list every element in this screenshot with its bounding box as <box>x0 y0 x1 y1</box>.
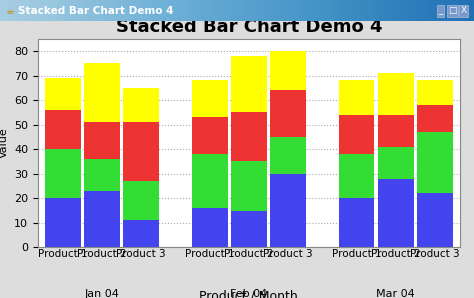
Bar <box>84 122 120 159</box>
Text: ☕: ☕ <box>6 6 14 16</box>
Bar <box>270 51 306 90</box>
Bar <box>417 80 453 105</box>
Text: □: □ <box>448 6 456 15</box>
Bar <box>270 174 306 247</box>
Bar <box>231 112 267 162</box>
Bar <box>123 122 159 181</box>
Bar <box>123 181 159 220</box>
Bar <box>417 132 453 193</box>
Bar <box>270 90 306 137</box>
Bar <box>45 149 81 198</box>
Bar <box>378 115 413 147</box>
Bar <box>123 88 159 122</box>
Text: X: X <box>461 6 466 15</box>
Bar <box>45 110 81 149</box>
Bar <box>338 115 374 154</box>
Bar <box>417 193 453 247</box>
Bar <box>417 105 453 132</box>
Y-axis label: Value: Value <box>0 128 9 159</box>
Text: _: _ <box>438 6 443 15</box>
Bar <box>45 78 81 110</box>
Text: Feb 04: Feb 04 <box>230 289 267 298</box>
Text: Stacked Bar Chart Demo 4: Stacked Bar Chart Demo 4 <box>18 6 173 16</box>
Bar <box>338 80 374 115</box>
Bar <box>378 73 413 115</box>
Bar <box>84 63 120 122</box>
Bar <box>231 56 267 112</box>
Bar <box>231 162 267 210</box>
Title: Stacked Bar Chart Demo 4: Stacked Bar Chart Demo 4 <box>116 18 382 36</box>
Bar <box>192 208 228 247</box>
X-axis label: Product / Month: Product / Month <box>200 289 298 298</box>
Bar <box>192 80 228 117</box>
Bar <box>123 220 159 247</box>
Bar <box>231 210 267 247</box>
Bar <box>338 154 374 198</box>
Text: Jan 04: Jan 04 <box>85 289 119 298</box>
Text: Mar 04: Mar 04 <box>376 289 415 298</box>
Bar <box>338 198 374 247</box>
Bar <box>378 147 413 179</box>
Bar <box>192 154 228 208</box>
Bar <box>192 117 228 154</box>
Bar <box>45 198 81 247</box>
Bar <box>84 159 120 191</box>
Bar <box>270 137 306 174</box>
Bar <box>378 179 413 247</box>
Bar <box>84 191 120 247</box>
